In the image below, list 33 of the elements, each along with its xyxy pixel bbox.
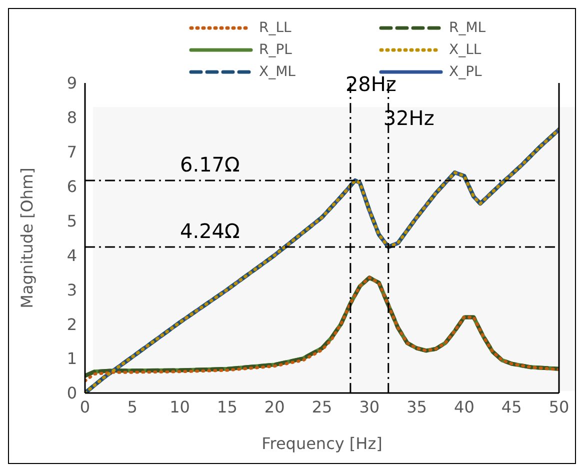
- y-tick-label: 0: [66, 384, 77, 403]
- x-tick-label: 35: [406, 397, 427, 416]
- legend-label: R_PL: [259, 42, 292, 58]
- x-tick-label: 50: [548, 397, 570, 416]
- x-axis-title: Frequency [Hz]: [262, 434, 382, 453]
- x-tick-label: 0: [80, 397, 90, 416]
- legend-label: R_ML: [449, 20, 486, 36]
- y-tick-label: 4: [66, 246, 77, 265]
- ref-line-label: 28Hz: [345, 72, 396, 96]
- x-tick-label: 25: [312, 397, 332, 416]
- legend-label: X_PL: [449, 64, 482, 80]
- y-tick-label: 7: [66, 142, 77, 162]
- x-tick-label: 45: [501, 397, 522, 416]
- ref-line-label: 32Hz: [383, 106, 434, 130]
- y-tick-label: 8: [66, 108, 77, 128]
- y-tick-label: 1: [66, 349, 77, 368]
- legend-label: X_ML: [259, 64, 296, 80]
- x-tick-label: 10: [170, 397, 190, 416]
- y-tick-label: 2: [66, 314, 77, 334]
- y-axis-title: Magnitude [Ohm]: [18, 168, 37, 308]
- ref-line-label: 4.24Ω: [180, 218, 240, 243]
- x-tick-label: 5: [127, 397, 138, 416]
- x-tick-label: 15: [217, 397, 238, 416]
- y-tick-label: 6: [66, 177, 77, 196]
- y-tick-label: 5: [66, 211, 77, 230]
- ref-line-label: 6.17Ω: [180, 152, 240, 176]
- legend-label: R_LL: [259, 20, 292, 36]
- y-tick-label: 9: [66, 74, 77, 93]
- x-tick-label: 30: [359, 397, 380, 416]
- y-tick-label: 3: [66, 280, 77, 300]
- x-tick-label: 40: [454, 397, 474, 416]
- legend-label: X_LL: [449, 42, 482, 58]
- x-tick-label: 20: [264, 397, 285, 416]
